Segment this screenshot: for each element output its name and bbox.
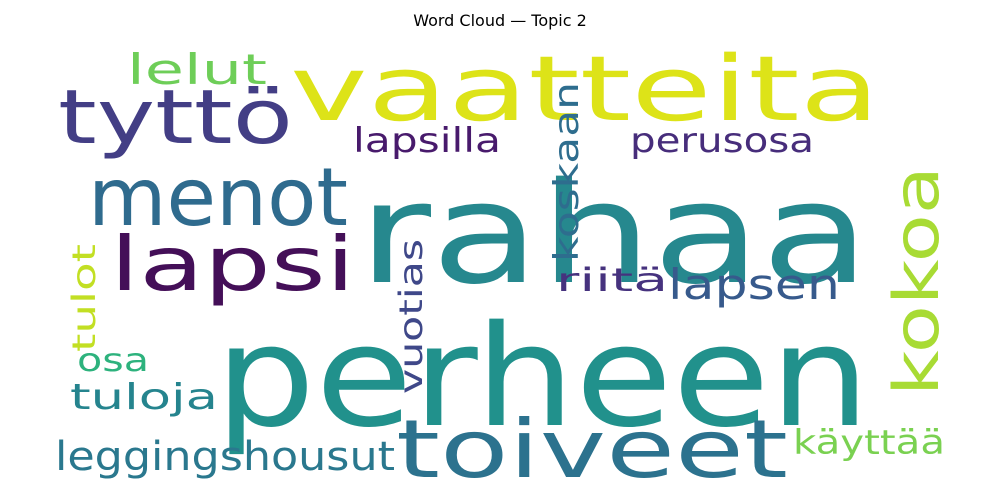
word-lapsi: lapsi bbox=[110, 220, 355, 308]
word-perusosa: perusosa bbox=[630, 121, 814, 161]
word-perheen: perheen bbox=[215, 296, 870, 459]
word-koskaan: koskaan bbox=[547, 82, 587, 262]
word-vuotias: vuotias bbox=[392, 239, 430, 394]
word-tuloja: tuloja bbox=[70, 377, 218, 418]
word-kokoa: kokoa bbox=[880, 166, 953, 396]
word-rahaa: rahaa bbox=[358, 153, 870, 316]
word-vaatteita: vaatteita bbox=[290, 37, 880, 142]
word-käyttää: käyttää bbox=[793, 423, 945, 463]
word-lelut: lelut bbox=[127, 45, 267, 94]
word-tulot: tulot bbox=[65, 244, 103, 352]
word-riitä: riitä bbox=[556, 261, 668, 299]
chart-title: Word Cloud — Topic 2 bbox=[413, 11, 587, 30]
word-tyttö: tyttö bbox=[58, 73, 293, 161]
word-menot: menot bbox=[88, 151, 348, 244]
word-leggingshousut: leggingshousut bbox=[55, 434, 395, 480]
word-osa: osa bbox=[77, 341, 149, 379]
word-lapsilla: lapsilla bbox=[353, 121, 501, 161]
word-lapsen: lapsen bbox=[668, 260, 840, 309]
word-toiveet: toiveet bbox=[396, 403, 788, 496]
